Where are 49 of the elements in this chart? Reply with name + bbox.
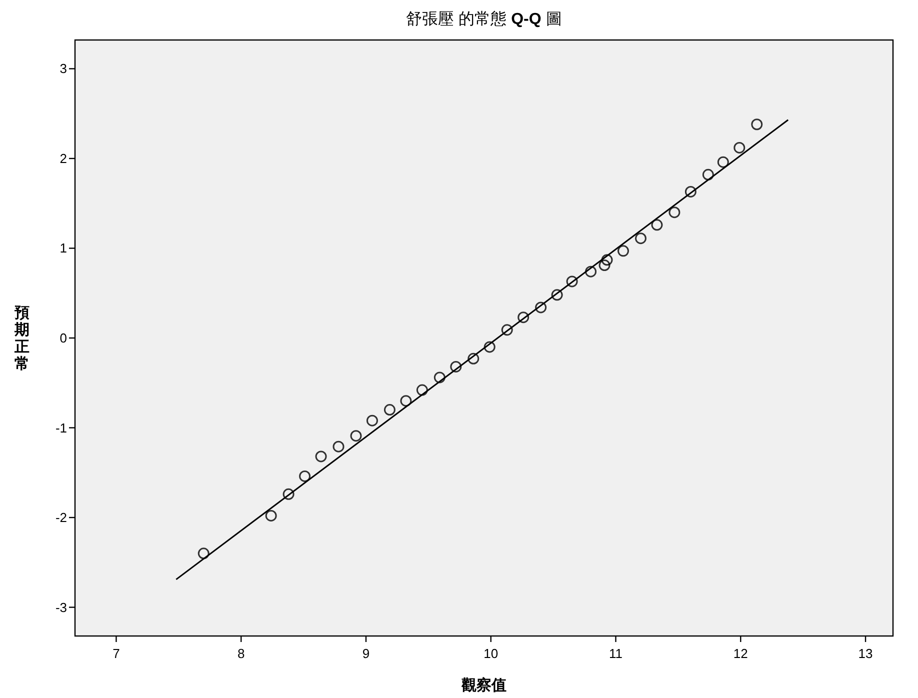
point bbox=[551, 289, 563, 301]
y-tick-label: -1 bbox=[55, 420, 67, 436]
point bbox=[566, 276, 578, 288]
x-tick-label: 12 bbox=[733, 646, 748, 661]
point bbox=[315, 450, 327, 462]
point bbox=[416, 384, 428, 396]
point bbox=[634, 232, 646, 244]
point bbox=[484, 341, 496, 353]
point bbox=[684, 186, 696, 198]
point bbox=[282, 488, 294, 500]
point bbox=[450, 360, 462, 372]
point bbox=[434, 372, 446, 384]
x-axis-title: 觀察值 bbox=[460, 676, 506, 694]
y-axis-title: 預期正常 bbox=[14, 304, 30, 372]
x-tick-label: 7 bbox=[112, 646, 120, 661]
point bbox=[617, 245, 629, 257]
point bbox=[501, 324, 513, 336]
chart-title: 舒張壓 的常態 Q-Q 圖 bbox=[406, 10, 562, 28]
point bbox=[299, 470, 311, 482]
point bbox=[384, 404, 396, 416]
y-tick-label: -2 bbox=[55, 510, 67, 526]
y-tick-label: 1 bbox=[60, 240, 67, 256]
y-tick-label: 2 bbox=[60, 150, 67, 166]
point bbox=[400, 395, 412, 407]
x-tick-label: 13 bbox=[858, 646, 873, 661]
point bbox=[598, 260, 610, 272]
x-tick-label: 8 bbox=[237, 646, 245, 661]
y-tick-label: 3 bbox=[60, 61, 67, 76]
point bbox=[651, 219, 663, 231]
x-tick-label: 10 bbox=[484, 646, 498, 661]
point bbox=[751, 118, 763, 130]
x-tick-label: 11 bbox=[609, 646, 623, 661]
point bbox=[717, 156, 729, 168]
point bbox=[468, 352, 480, 364]
point bbox=[601, 254, 613, 266]
point bbox=[366, 414, 378, 426]
point bbox=[265, 510, 277, 522]
y-tick-label: -3 bbox=[55, 600, 67, 615]
point bbox=[585, 266, 597, 278]
y-tick-label: 0 bbox=[60, 330, 67, 346]
point bbox=[734, 142, 746, 154]
point bbox=[668, 206, 680, 218]
x-tick-label: 9 bbox=[362, 646, 370, 661]
point bbox=[702, 168, 714, 180]
point bbox=[350, 430, 362, 442]
point bbox=[332, 440, 344, 452]
point bbox=[518, 312, 530, 324]
point bbox=[198, 548, 210, 560]
point bbox=[535, 302, 547, 314]
